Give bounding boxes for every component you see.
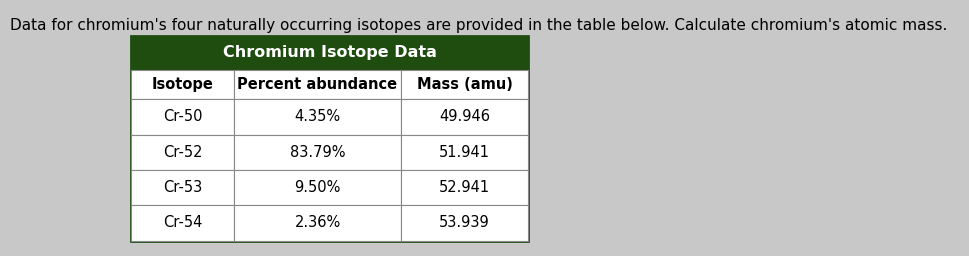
Text: Percent abundance: Percent abundance [237, 77, 397, 92]
Text: 2.36%: 2.36% [295, 216, 341, 230]
FancyBboxPatch shape [234, 170, 401, 205]
Text: 9.50%: 9.50% [295, 180, 341, 195]
Text: Cr-52: Cr-52 [163, 145, 203, 160]
FancyBboxPatch shape [131, 205, 234, 241]
Text: Isotope: Isotope [151, 77, 213, 92]
FancyBboxPatch shape [131, 36, 528, 70]
FancyBboxPatch shape [401, 70, 528, 99]
Text: Cr-54: Cr-54 [163, 216, 203, 230]
Text: Chromium Isotope Data: Chromium Isotope Data [223, 45, 436, 60]
FancyBboxPatch shape [401, 170, 528, 205]
FancyBboxPatch shape [401, 99, 528, 135]
FancyBboxPatch shape [401, 205, 528, 241]
FancyBboxPatch shape [234, 135, 401, 170]
Text: 49.946: 49.946 [439, 110, 490, 124]
FancyBboxPatch shape [234, 70, 401, 99]
Text: Cr-53: Cr-53 [163, 180, 203, 195]
Text: Data for chromium's four naturally occurring isotopes are provided in the table : Data for chromium's four naturally occur… [10, 18, 947, 33]
FancyBboxPatch shape [401, 135, 528, 170]
Text: Cr-50: Cr-50 [163, 110, 203, 124]
FancyBboxPatch shape [131, 70, 234, 99]
FancyBboxPatch shape [131, 170, 234, 205]
FancyBboxPatch shape [234, 99, 401, 135]
Text: 52.941: 52.941 [439, 180, 490, 195]
FancyBboxPatch shape [131, 99, 234, 135]
FancyBboxPatch shape [234, 205, 401, 241]
Text: 51.941: 51.941 [439, 145, 490, 160]
FancyBboxPatch shape [131, 135, 234, 170]
FancyBboxPatch shape [131, 36, 528, 241]
Text: 83.79%: 83.79% [290, 145, 345, 160]
Text: 4.35%: 4.35% [295, 110, 341, 124]
Text: Mass (amu): Mass (amu) [417, 77, 513, 92]
Text: 53.939: 53.939 [439, 216, 490, 230]
